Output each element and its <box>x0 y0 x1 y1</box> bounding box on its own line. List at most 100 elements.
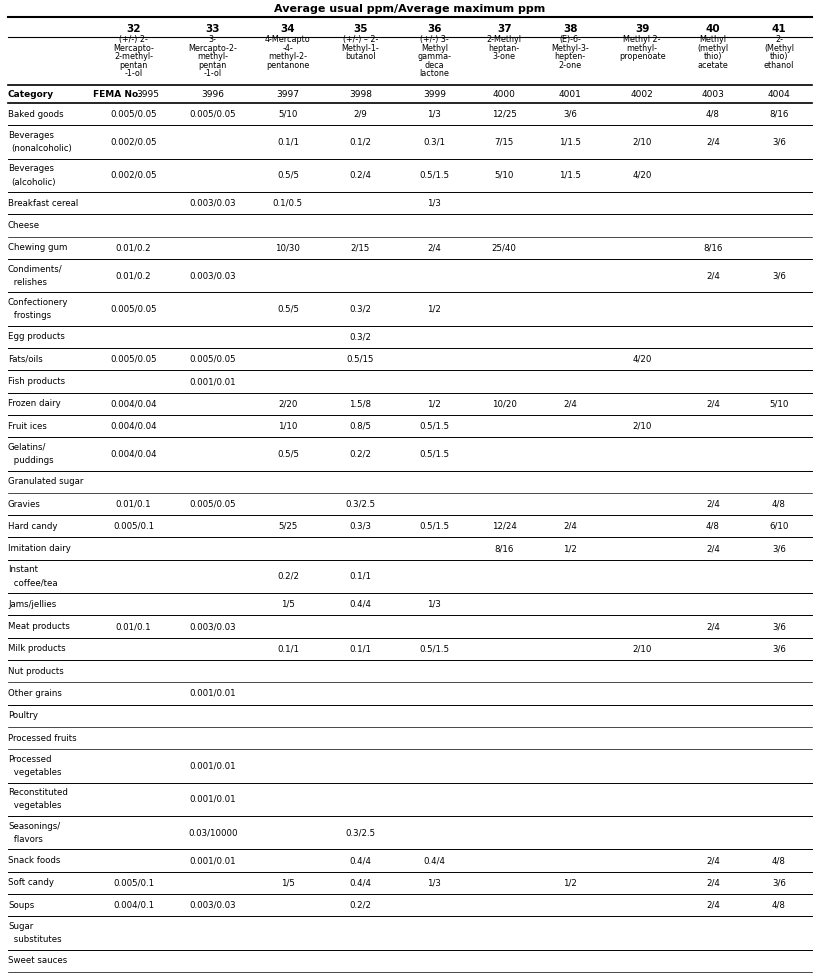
Text: 1/3: 1/3 <box>427 199 441 208</box>
Text: 0.4/4: 0.4/4 <box>349 857 371 865</box>
Text: 0.3/2.5: 0.3/2.5 <box>345 828 375 837</box>
Text: 4000: 4000 <box>492 90 515 100</box>
Text: -4-: -4- <box>283 44 293 53</box>
Text: 38: 38 <box>563 24 577 34</box>
Text: 4/8: 4/8 <box>705 522 719 531</box>
Text: 4004: 4004 <box>767 90 790 100</box>
Text: 2/10: 2/10 <box>631 137 651 146</box>
Text: 2/15: 2/15 <box>351 243 369 252</box>
Text: 2/9: 2/9 <box>353 110 367 119</box>
Text: 0.1/0.5: 0.1/0.5 <box>273 199 303 208</box>
Text: Baked goods: Baked goods <box>8 110 64 119</box>
Text: 25/40: 25/40 <box>491 243 516 252</box>
Text: acetate: acetate <box>697 61 727 70</box>
Text: Milk products: Milk products <box>8 645 66 654</box>
Text: 4/8: 4/8 <box>705 110 719 119</box>
Text: Gravies: Gravies <box>8 500 41 509</box>
Text: 0.005/0.05: 0.005/0.05 <box>110 110 156 119</box>
Text: 2-: 2- <box>774 35 782 44</box>
Text: 0.004/0.04: 0.004/0.04 <box>110 450 156 459</box>
Text: Average usual ppm/Average maximum ppm: Average usual ppm/Average maximum ppm <box>274 4 545 14</box>
Text: Poultry: Poultry <box>8 711 38 720</box>
Text: 0.004/0.04: 0.004/0.04 <box>110 399 156 409</box>
Text: (nonalcoholic): (nonalcoholic) <box>11 144 72 153</box>
Text: 0.003/0.03: 0.003/0.03 <box>189 271 236 280</box>
Text: 0.005/0.05: 0.005/0.05 <box>110 355 156 364</box>
Text: 2/4: 2/4 <box>563 522 577 531</box>
Text: vegetables: vegetables <box>11 768 61 777</box>
Text: 1.5/8: 1.5/8 <box>349 399 371 409</box>
Text: methyl-: methyl- <box>197 53 228 62</box>
Text: 6/10: 6/10 <box>768 522 788 531</box>
Text: 5/10: 5/10 <box>278 110 297 119</box>
Text: hepten-: hepten- <box>554 53 585 62</box>
Text: 0.005/0.05: 0.005/0.05 <box>189 110 236 119</box>
Text: butanol: butanol <box>345 53 375 62</box>
Text: 0.5/1.5: 0.5/1.5 <box>419 450 449 459</box>
Text: Egg products: Egg products <box>8 332 65 341</box>
Text: 0.004/0.1: 0.004/0.1 <box>113 901 154 909</box>
Text: 34: 34 <box>280 24 295 34</box>
Text: 1/2: 1/2 <box>563 544 577 553</box>
Text: lactone: lactone <box>419 70 449 78</box>
Text: 1/2: 1/2 <box>563 878 577 887</box>
Text: Cheese: Cheese <box>8 221 40 230</box>
Text: Seasonings/: Seasonings/ <box>8 821 60 831</box>
Text: Breakfast cereal: Breakfast cereal <box>8 199 78 208</box>
Text: 2/4: 2/4 <box>705 544 719 553</box>
Text: (+/-) – 2-: (+/-) – 2- <box>342 35 378 44</box>
Text: 0.005/0.1: 0.005/0.1 <box>113 522 154 531</box>
Text: 4/8: 4/8 <box>771 500 785 509</box>
Text: (E)-6-: (E)-6- <box>559 35 581 44</box>
Text: 0.4/4: 0.4/4 <box>349 600 371 609</box>
Text: substitutes: substitutes <box>11 935 61 944</box>
Text: 0.5/1.5: 0.5/1.5 <box>419 645 449 654</box>
Text: 2-Methyl: 2-Methyl <box>486 35 521 44</box>
Text: 4003: 4003 <box>700 90 723 100</box>
Text: thio): thio) <box>769 53 787 62</box>
Text: Sugar: Sugar <box>8 922 34 931</box>
Text: Mercapto-: Mercapto- <box>113 44 154 53</box>
Text: 0.5/1.5: 0.5/1.5 <box>419 522 449 531</box>
Text: 3998: 3998 <box>348 90 371 100</box>
Text: 35: 35 <box>353 24 367 34</box>
Text: (+/-) 3-: (+/-) 3- <box>419 35 448 44</box>
Text: 2/4: 2/4 <box>705 399 719 409</box>
Text: 32: 32 <box>126 24 141 34</box>
Text: -1-ol: -1-ol <box>124 70 143 78</box>
Text: Methyl 2-: Methyl 2- <box>622 35 660 44</box>
Text: 3995: 3995 <box>137 90 160 100</box>
Text: Methyl: Methyl <box>420 44 447 53</box>
Text: 0.003/0.03: 0.003/0.03 <box>189 199 236 208</box>
Text: 36: 36 <box>427 24 441 34</box>
Text: Soups: Soups <box>8 901 34 909</box>
Text: 0.01/0.2: 0.01/0.2 <box>115 243 151 252</box>
Text: 1/2: 1/2 <box>427 399 441 409</box>
Text: pentan: pentan <box>198 61 227 70</box>
Text: 0.001/0.01: 0.001/0.01 <box>189 857 236 865</box>
Text: Snack foods: Snack foods <box>8 857 61 865</box>
Text: 0.2/2: 0.2/2 <box>277 572 299 581</box>
Text: 7/15: 7/15 <box>494 137 514 146</box>
Text: 0.2/4: 0.2/4 <box>349 171 371 180</box>
Text: 0.1/1: 0.1/1 <box>349 572 371 581</box>
Text: gamma-: gamma- <box>417 53 450 62</box>
Text: 0.004/0.04: 0.004/0.04 <box>110 421 156 430</box>
Text: 3/6: 3/6 <box>771 645 785 654</box>
Text: 1/10: 1/10 <box>278 421 297 430</box>
Text: 0.8/5: 0.8/5 <box>349 421 371 430</box>
Text: Chewing gum: Chewing gum <box>8 243 67 252</box>
Text: 3-: 3- <box>209 35 216 44</box>
Text: 2/10: 2/10 <box>631 421 651 430</box>
Text: Jams/jellies: Jams/jellies <box>8 600 57 609</box>
Text: 3/6: 3/6 <box>771 544 785 553</box>
Text: Fish products: Fish products <box>8 377 65 386</box>
Text: deca: deca <box>424 61 444 70</box>
Text: FEMA No.: FEMA No. <box>93 90 142 100</box>
Text: 0.3/2.5: 0.3/2.5 <box>345 500 375 509</box>
Text: flavors: flavors <box>11 835 43 844</box>
Text: Soft candy: Soft candy <box>8 878 54 887</box>
Text: 0.005/0.05: 0.005/0.05 <box>110 305 156 314</box>
Text: 0.01/0.1: 0.01/0.1 <box>115 622 151 631</box>
Text: 0.5/5: 0.5/5 <box>277 450 299 459</box>
